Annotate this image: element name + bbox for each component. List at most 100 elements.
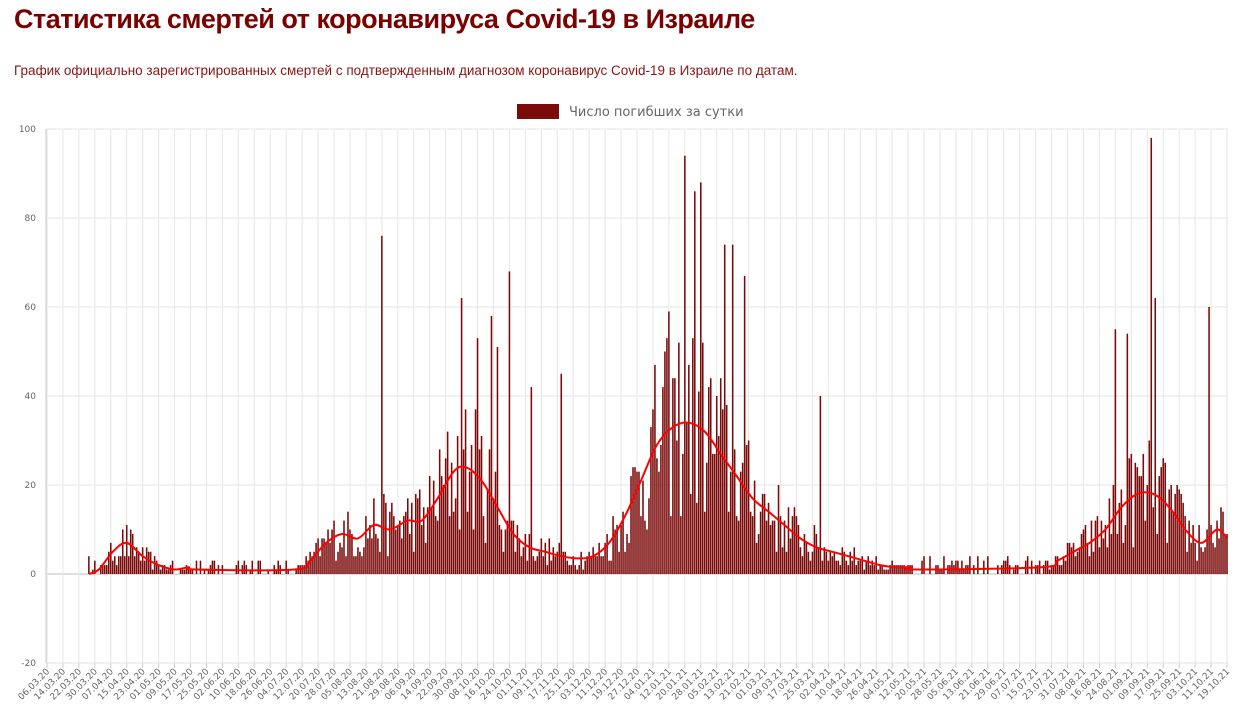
bar — [811, 551, 814, 574]
bar — [476, 338, 479, 574]
bar — [901, 565, 903, 574]
bar — [725, 404, 728, 574]
bar — [349, 529, 351, 574]
bar — [149, 551, 152, 574]
average-line — [88, 421, 1228, 575]
bar — [187, 569, 190, 574]
bar — [843, 551, 846, 574]
legend[interactable]: Число погибших за сутки — [517, 104, 744, 120]
bar — [408, 533, 411, 574]
bar — [939, 569, 941, 574]
bar — [941, 569, 943, 574]
bar — [855, 565, 858, 574]
bar — [841, 547, 844, 574]
bar — [656, 458, 658, 574]
bar — [895, 565, 897, 574]
bar — [1084, 525, 1087, 574]
bar — [590, 556, 592, 574]
bar — [889, 565, 891, 574]
bar — [614, 529, 616, 574]
bar — [102, 565, 104, 574]
bar — [1120, 489, 1123, 574]
bar — [1226, 533, 1228, 574]
bar — [195, 560, 198, 574]
bar — [111, 560, 114, 574]
bar — [406, 498, 409, 574]
bar — [767, 502, 770, 574]
bar — [249, 569, 252, 574]
bar — [482, 516, 485, 574]
bar — [556, 551, 559, 574]
bar — [129, 529, 132, 574]
bar — [1124, 525, 1127, 574]
bar — [121, 529, 124, 574]
bar — [620, 525, 622, 574]
bar — [389, 511, 391, 574]
bar — [1094, 520, 1097, 574]
bar — [1180, 493, 1182, 574]
bar — [961, 560, 963, 574]
bar — [434, 516, 437, 574]
bar — [1050, 565, 1053, 574]
bar — [1208, 307, 1210, 574]
bar — [853, 547, 856, 574]
bar — [781, 547, 784, 574]
bar — [504, 529, 507, 574]
bar — [903, 565, 905, 574]
bar — [747, 440, 750, 574]
bar — [574, 565, 576, 574]
bar — [522, 547, 525, 574]
bar — [1008, 565, 1011, 574]
bar — [381, 235, 383, 575]
bar — [1042, 565, 1045, 574]
bar — [634, 467, 636, 574]
bar — [572, 556, 574, 574]
bar — [1188, 520, 1190, 574]
bar — [1216, 520, 1218, 574]
bar — [923, 556, 925, 574]
bar — [680, 516, 682, 574]
bar — [1156, 533, 1159, 574]
bar — [377, 538, 379, 574]
bar — [1058, 565, 1061, 574]
bar — [568, 565, 571, 574]
bar — [787, 507, 790, 574]
bar — [845, 560, 848, 574]
bar — [825, 551, 828, 574]
y-tick-label: 80 — [25, 214, 37, 224]
bar — [448, 516, 451, 574]
bar — [157, 565, 160, 574]
bar — [1006, 556, 1009, 574]
bar — [179, 569, 182, 574]
bar — [502, 551, 505, 574]
bar — [424, 542, 427, 574]
bar — [877, 569, 879, 574]
bar — [319, 556, 321, 574]
bar — [446, 431, 449, 574]
bar — [1186, 551, 1188, 574]
bar — [709, 378, 712, 574]
bar — [1176, 485, 1178, 574]
bar — [257, 560, 260, 574]
bar — [123, 556, 126, 574]
bar — [1114, 329, 1117, 574]
bar — [1128, 458, 1131, 574]
bar — [395, 529, 397, 574]
bar — [1178, 489, 1180, 574]
bar — [191, 569, 194, 574]
bar — [761, 493, 764, 574]
bar — [510, 520, 513, 574]
bar — [331, 529, 333, 574]
bar — [570, 565, 572, 574]
bar — [259, 560, 262, 574]
bar — [474, 409, 477, 574]
bar — [359, 551, 361, 574]
bar — [957, 560, 959, 574]
bar — [285, 560, 287, 574]
bar — [438, 449, 441, 574]
bar — [817, 547, 820, 574]
bar — [650, 427, 652, 574]
bar — [628, 542, 630, 574]
bar — [1174, 493, 1176, 574]
bar — [795, 516, 798, 574]
